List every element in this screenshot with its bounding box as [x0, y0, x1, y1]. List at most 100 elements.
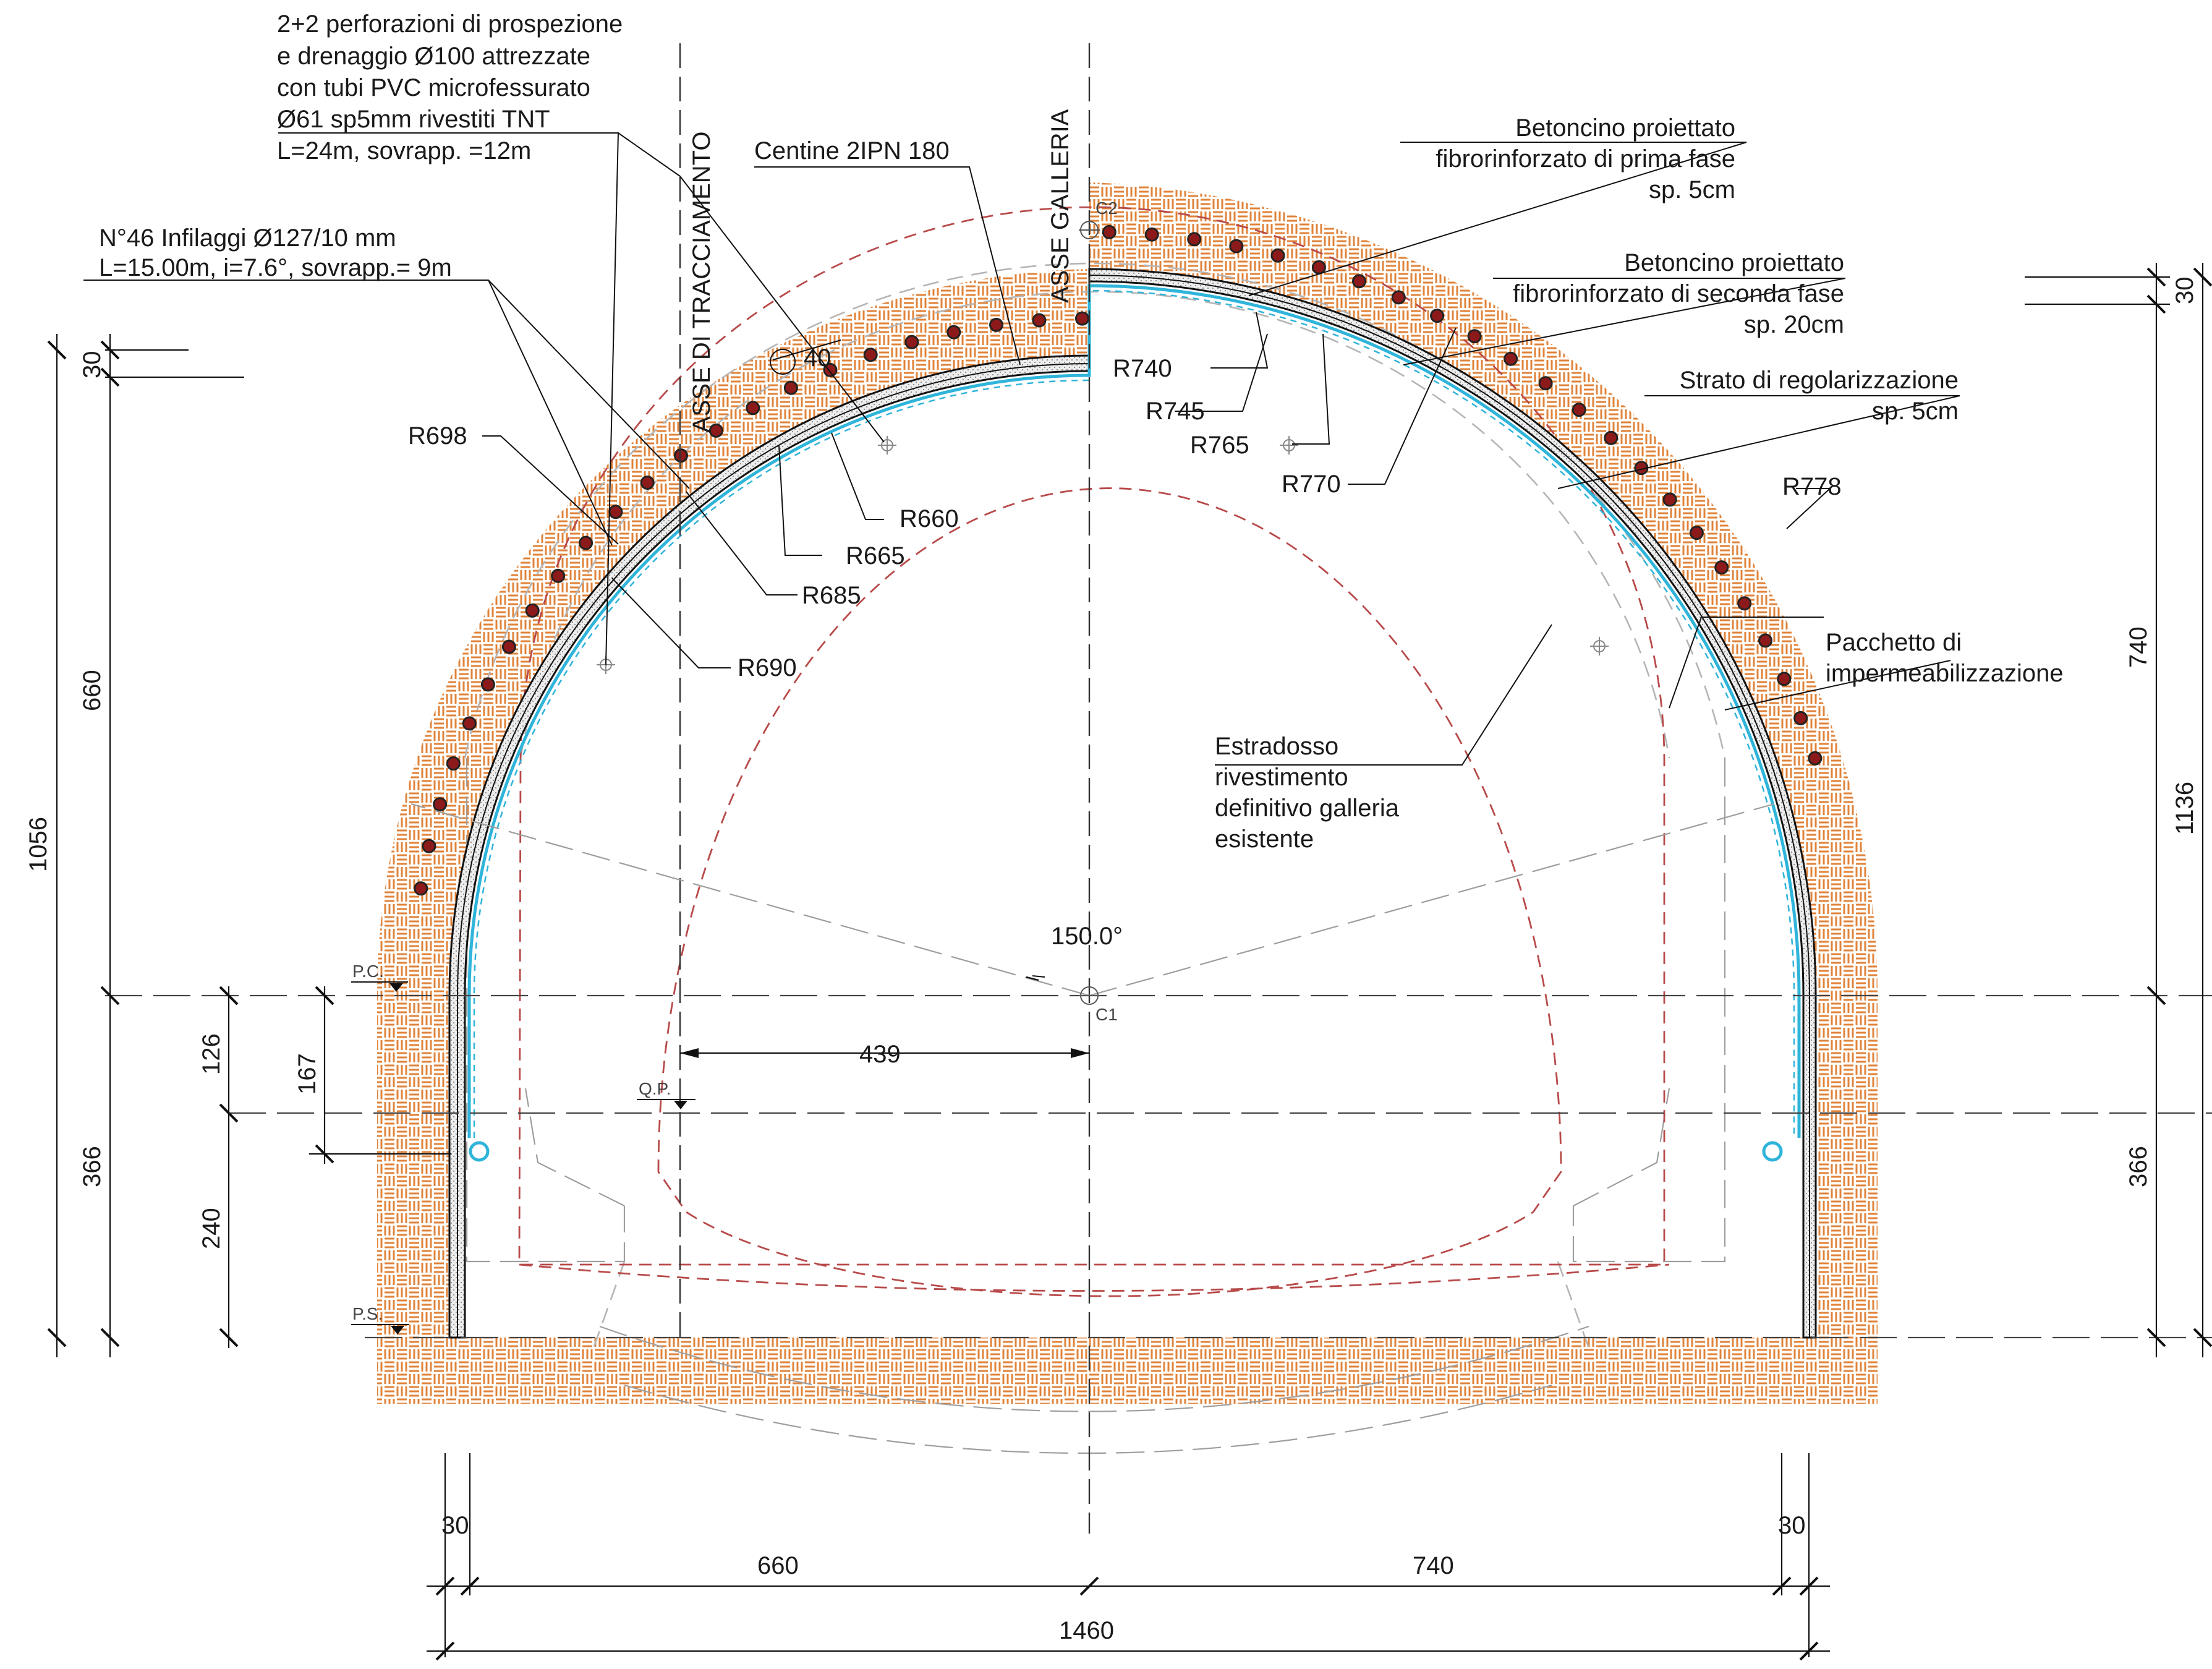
center-c1-label: C1: [1095, 1005, 1118, 1024]
svg-text:439: 439: [859, 1041, 901, 1068]
forepole-icon: [579, 536, 593, 550]
forepole-icon: [1572, 403, 1586, 417]
forepole-icon: [746, 401, 760, 416]
forepole-icon: [1144, 227, 1159, 242]
forepole-icon: [783, 380, 798, 395]
forepole-icon: [433, 797, 448, 812]
forepole-icon: [1229, 239, 1244, 254]
svg-text:R740: R740: [1113, 355, 1172, 382]
svg-text:30: 30: [441, 1512, 469, 1539]
annotation-betoncino-seconda: Betoncino proiettato fibrorinforzato di …: [1513, 249, 1844, 338]
svg-text:660: 660: [79, 670, 106, 711]
annotation-estradosso: Estradosso rivestimento definitivo galle…: [1215, 733, 1400, 853]
forepole-icon: [525, 603, 540, 618]
forepole-icon: [1662, 492, 1677, 507]
svg-text:Pacchetto di: Pacchetto di: [1826, 629, 1962, 656]
centine-steel-rib: [457, 274, 1810, 1338]
svg-text:L=24m, sovrapp. =12m: L=24m, sovrapp. =12m: [277, 137, 531, 164]
forepole-icon: [1270, 248, 1285, 263]
svg-text:impermeabilizzazione: impermeabilizzazione: [1826, 660, 2064, 687]
forepole-icon: [1793, 711, 1808, 725]
forepole-icon: [446, 756, 461, 771]
svg-text:Betoncino proiettato: Betoncino proiettato: [1515, 114, 1735, 142]
forepole-icon: [1689, 526, 1704, 540]
level-marker-pc: P.C.: [351, 962, 408, 992]
svg-text:740: 740: [1413, 1552, 1454, 1579]
svg-text:1136: 1136: [2171, 782, 2198, 835]
angle-150-lines: [410, 803, 1775, 997]
forepole-icon: [551, 568, 566, 583]
annotation-betoncino-prima: Betoncino proiettato fibrorinforzato di …: [1436, 114, 1735, 203]
svg-text:30: 30: [2171, 277, 2198, 305]
svg-text:240: 240: [198, 1208, 225, 1249]
svg-text:sp. 5cm: sp. 5cm: [1872, 398, 1959, 425]
annotation-infilaggi: N°46 Infilaggi Ø127/10 mm L=15.00m, i=7.…: [99, 224, 452, 281]
forepoles: [414, 224, 1823, 896]
svg-text:con tubi PVC microfessurato: con tubi PVC microfessurato: [277, 74, 590, 101]
svg-text:fibrorinforzato di seconda fas: fibrorinforzato di seconda fase: [1513, 280, 1844, 307]
svg-text:Betoncino proiettato: Betoncino proiettato: [1624, 249, 1844, 276]
forepole-icon: [422, 839, 436, 853]
forepole-icon: [501, 639, 516, 654]
forepole-icon: [1102, 224, 1117, 239]
svg-text:P.C.: P.C.: [352, 962, 384, 981]
forepole-icon: [1538, 376, 1553, 391]
dimension-lines: [47, 263, 2212, 1661]
angle-40-label: 40: [804, 344, 832, 372]
forepole-icon: [823, 362, 838, 377]
forepole-icon: [1391, 290, 1406, 305]
annotation-strato: Strato di regolarizzazione sp. 5cm: [1680, 367, 1959, 425]
axis-galleria-label: ASSE GALLERIA: [1047, 109, 1074, 303]
forepole-icon: [480, 677, 495, 692]
existing-lining-red: [518, 206, 1670, 1297]
forepole-icon: [414, 881, 428, 896]
forepole-icon: [1758, 633, 1772, 648]
svg-text:R685: R685: [802, 582, 861, 609]
forepole-icon: [1808, 751, 1823, 766]
forepole-icon: [1352, 274, 1366, 289]
svg-text:R778: R778: [1782, 473, 1842, 500]
svg-text:Ø61 sp5mm rivestiti TNT: Ø61 sp5mm rivestiti TNT: [277, 106, 550, 133]
center-c2-icon: [1079, 221, 1100, 239]
svg-text:P.S.: P.S.: [352, 1304, 383, 1323]
forepole-icon: [1714, 560, 1729, 575]
forepole-icon: [946, 325, 961, 339]
forepole-icon: [608, 505, 623, 519]
svg-text:rivestimento: rivestimento: [1215, 764, 1348, 791]
svg-text:sp. 5cm: sp. 5cm: [1649, 176, 1735, 203]
svg-text:sp. 20cm: sp. 20cm: [1744, 311, 1844, 338]
forepole-icon: [674, 448, 688, 463]
angle-40-marker: [770, 349, 796, 375]
center-c2-label: C2: [1095, 198, 1118, 218]
level-marker-ps: P.S.: [351, 1304, 409, 1334]
svg-text:R770: R770: [1282, 471, 1341, 498]
drain-pipe-right: [1762, 1141, 1783, 1162]
forepole-icon: [708, 423, 723, 438]
forepole-icon: [1430, 309, 1445, 323]
forepole-icon: [863, 348, 878, 362]
level-marker-qp: Q.P.: [637, 1079, 696, 1109]
forepole-icon: [1075, 311, 1089, 326]
svg-text:1460: 1460: [1059, 1617, 1114, 1644]
forepole-icon: [1737, 596, 1752, 611]
svg-text:definitivo galleria: definitivo galleria: [1215, 795, 1400, 822]
axis-tracciamento-label: ASSE DI TRACCIAMENTO: [688, 132, 715, 433]
svg-text:Q.P.: Q.P.: [639, 1079, 671, 1098]
forepole-icon: [1187, 232, 1202, 247]
forepole-icon: [1032, 313, 1047, 328]
svg-text:126: 126: [198, 1033, 225, 1075]
svg-text:R665: R665: [846, 542, 905, 570]
waterproofing-inner: [473, 289, 1795, 1138]
forepole-icon: [1504, 351, 1518, 366]
svg-text:Estradosso: Estradosso: [1215, 733, 1338, 760]
radius-labels: R698 R660 R665 R685 R690 R740 R745 R765 …: [408, 355, 1842, 681]
svg-text:esistente: esistente: [1215, 826, 1314, 853]
svg-text:N°46 Infilaggi Ø127/10 mm: N°46 Infilaggi Ø127/10 mm: [99, 224, 396, 252]
annotation-leaders: [83, 132, 1960, 766]
svg-text:e drenaggio Ø100 attrezzate: e drenaggio Ø100 attrezzate: [277, 43, 590, 70]
forepole-icon: [1604, 430, 1619, 445]
svg-text:740: 740: [2125, 626, 2152, 668]
forepole-icon: [989, 317, 1003, 332]
svg-text:R690: R690: [738, 654, 797, 681]
svg-text:Strato di regolarizzazione: Strato di regolarizzazione: [1680, 367, 1959, 394]
